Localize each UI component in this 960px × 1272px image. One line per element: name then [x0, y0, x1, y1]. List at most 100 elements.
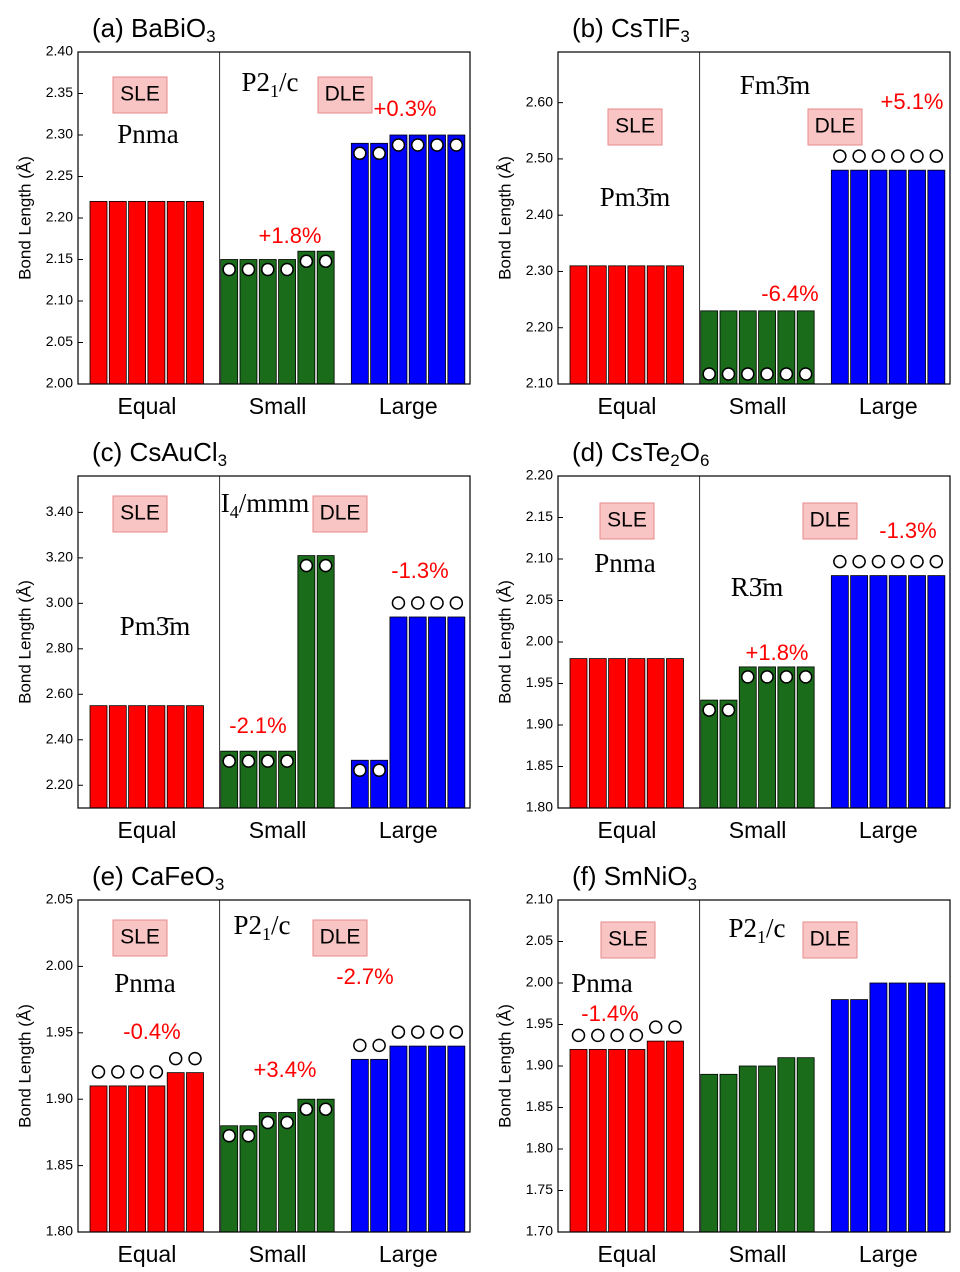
bar [108, 200, 127, 385]
y-axis-label: Bond Length (Å) [15, 580, 34, 704]
bar [128, 1085, 147, 1233]
plot-frame [557, 475, 951, 809]
site-circle [299, 1102, 314, 1116]
region-label: DLE [320, 502, 361, 525]
panel-title: (d) CsTe2O6 [572, 437, 709, 470]
bar [869, 982, 888, 1233]
site-circle [702, 367, 716, 381]
bar [166, 705, 185, 809]
site-circle [91, 1065, 106, 1079]
bar [758, 666, 776, 809]
x-group-label: Equal [117, 817, 176, 843]
site-circle [188, 1051, 202, 1066]
bar [666, 1040, 684, 1233]
bar [738, 666, 757, 809]
subscript: 2 [670, 451, 679, 470]
text-segment: P2 [241, 67, 270, 97]
site-circle [130, 1065, 144, 1079]
text-segment: /c [766, 913, 786, 943]
label-box [112, 76, 168, 114]
site-circle [372, 146, 386, 161]
y-tick-label: 1.85 [526, 757, 553, 773]
bar [350, 1058, 369, 1233]
bar [389, 1045, 408, 1233]
text-segment: (e) CaFeO [92, 861, 215, 891]
bar [627, 265, 646, 385]
y-tick-label: 1.75 [526, 1181, 553, 1197]
site-circle [721, 703, 736, 717]
text-segment: Pm3̄m [120, 611, 191, 641]
text-segment: Pm3̄m [600, 182, 671, 212]
bar [128, 705, 147, 809]
bar [888, 575, 907, 809]
y-tick-label: 1.95 [526, 1015, 553, 1031]
bar [888, 169, 907, 385]
panel-title: (b) CsTlF3 [572, 13, 690, 46]
y-tick-label: 2.10 [526, 375, 553, 391]
y-tick-label: 2.10 [526, 891, 553, 907]
site-circle [591, 1028, 605, 1043]
y-tick-label: 2.05 [46, 333, 73, 349]
bar [608, 265, 626, 385]
subscript: 3 [688, 875, 697, 894]
bar [758, 1065, 776, 1233]
site-circle [852, 554, 866, 569]
site-circle [280, 262, 294, 277]
region-label: DLE [320, 926, 361, 949]
label-box [600, 921, 656, 959]
site-circle [910, 554, 924, 569]
subscript: 1 [270, 81, 279, 101]
text-segment: (f) SmNiO [572, 861, 688, 891]
y-tick-label: 2.20 [526, 467, 553, 483]
site-circle [910, 149, 924, 163]
site-circle [372, 763, 386, 777]
text-segment: (a) BaBiO [92, 13, 206, 43]
site-circle [741, 670, 755, 684]
bar [408, 616, 427, 809]
site-circle [222, 262, 236, 277]
y-tick-label: 1.90 [526, 1057, 553, 1073]
bar [796, 1057, 815, 1233]
bar [569, 265, 588, 385]
region-label: DLE [810, 509, 851, 532]
subscript: 3 [218, 451, 227, 470]
y-tick-label: 2.25 [46, 167, 73, 183]
space-group: P21/c [241, 67, 298, 101]
y-tick-label: 2.40 [46, 730, 73, 746]
site-circle [353, 1038, 367, 1053]
change-annotation: -0.4% [123, 1019, 180, 1044]
y-axis-label: Bond Length (Å) [495, 580, 514, 704]
plot-frame [557, 51, 951, 385]
bar [447, 134, 466, 385]
site-circle [168, 1051, 183, 1066]
bar [830, 575, 849, 809]
text-segment: O [680, 437, 700, 467]
site-circle [668, 1020, 682, 1034]
bar [777, 666, 796, 809]
region-label: SLE [120, 83, 160, 106]
y-tick-label: 2.00 [526, 633, 553, 649]
bar [796, 666, 815, 809]
space-group: Pnma [571, 968, 633, 998]
site-circle [372, 1038, 386, 1053]
text-segment: /c [271, 910, 291, 940]
bar [908, 575, 926, 809]
site-circle [430, 596, 444, 610]
bar [719, 1073, 738, 1233]
y-tick-label: 1.95 [46, 1024, 73, 1040]
text-segment: Fm3̄m [740, 70, 811, 100]
bar [108, 1085, 127, 1233]
text-segment: P2 [233, 910, 262, 940]
bar [389, 134, 408, 385]
x-group-label: Equal [597, 1241, 656, 1267]
site-circle [929, 554, 944, 569]
subscript: 1 [757, 927, 766, 947]
bar [408, 1045, 427, 1233]
y-tick-label: 2.40 [526, 206, 553, 222]
site-circle [410, 138, 425, 152]
bar [428, 134, 446, 385]
bar [646, 265, 665, 385]
y-tick-label: 2.00 [526, 974, 553, 990]
x-group-label: Large [379, 1241, 438, 1267]
site-circle [871, 149, 886, 163]
